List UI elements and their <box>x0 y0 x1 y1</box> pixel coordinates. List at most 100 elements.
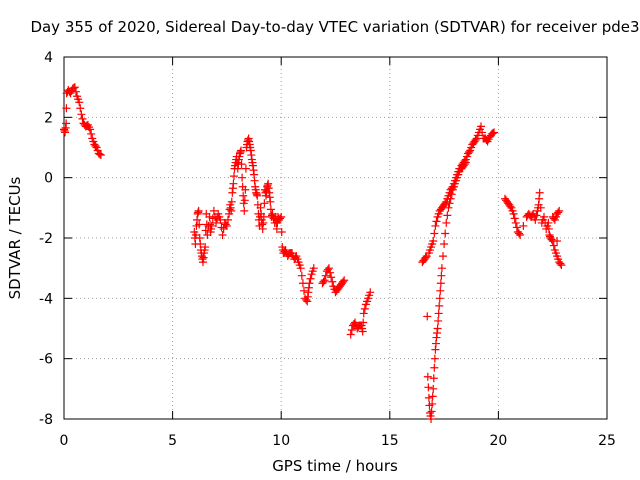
data-point <box>259 212 268 221</box>
data-point <box>229 179 238 188</box>
data-point <box>62 119 71 128</box>
data-point <box>511 218 520 227</box>
data-point <box>75 98 84 107</box>
x-tick-label: 15 <box>381 433 399 449</box>
x-tick-label: 10 <box>272 433 290 449</box>
data-point <box>241 164 250 173</box>
data-point <box>554 208 563 217</box>
data-point <box>432 217 441 226</box>
data-point <box>229 172 238 181</box>
data-point <box>241 185 250 194</box>
x-tick-label: 0 <box>60 433 69 449</box>
data-point <box>430 229 439 238</box>
data-point <box>429 384 438 393</box>
data-point <box>324 264 333 273</box>
data-point <box>441 199 450 208</box>
data-point <box>218 230 227 239</box>
data-point <box>442 218 451 227</box>
data-point <box>553 237 562 246</box>
data-point <box>71 87 80 96</box>
x-tick-labels: 0 5 10 15 20 25 <box>60 433 616 449</box>
chart-title: Day 355 of 2020, Sidereal Day-to-day VTE… <box>30 18 639 36</box>
data-point <box>435 301 444 310</box>
data-point <box>435 294 444 303</box>
data-point <box>277 212 286 221</box>
data-point <box>424 393 433 402</box>
data-point <box>471 135 480 144</box>
data-point <box>277 227 286 236</box>
data-point <box>433 324 442 333</box>
grid-lines <box>64 57 607 419</box>
data-point <box>95 150 104 159</box>
y-tick-label: -2 <box>39 231 53 247</box>
data-point <box>227 206 236 215</box>
data-point <box>207 221 216 230</box>
data-point <box>556 259 565 268</box>
x-axis-label: GPS time / hours <box>272 457 398 475</box>
data-point <box>201 243 210 252</box>
y-tick-label: 0 <box>44 171 53 187</box>
data-point <box>439 252 448 261</box>
y-tick-label: -4 <box>39 291 53 307</box>
data-point <box>78 114 87 123</box>
data-point <box>478 128 487 137</box>
data-point <box>490 128 499 137</box>
data-point <box>266 197 275 206</box>
data-point <box>429 237 438 246</box>
data-point <box>441 229 450 238</box>
data-point <box>423 372 432 381</box>
x-tick-label: 5 <box>168 433 177 449</box>
y-tick-label: 4 <box>44 50 53 66</box>
data-point <box>201 226 210 235</box>
tick-marks <box>63 56 608 420</box>
data-point <box>76 104 85 113</box>
data-point <box>461 158 470 167</box>
data-point <box>212 218 221 227</box>
data-point <box>339 277 348 286</box>
data-point <box>555 206 564 215</box>
data-point <box>488 129 497 138</box>
data-point <box>319 277 328 286</box>
y-tick-label: -8 <box>39 412 53 428</box>
data-point <box>328 277 337 286</box>
data-point <box>266 205 275 214</box>
data-point <box>532 211 541 220</box>
data-point <box>347 326 356 335</box>
data-point <box>506 202 515 211</box>
data-point <box>253 191 262 200</box>
data-point <box>300 286 309 295</box>
data-point <box>510 214 519 223</box>
data-point <box>87 129 96 138</box>
data-point <box>340 276 349 285</box>
data-point <box>519 221 528 230</box>
data-point <box>327 273 336 282</box>
data-point <box>297 271 306 280</box>
data-point <box>512 223 521 232</box>
data-point <box>346 330 355 339</box>
data-point <box>359 318 368 327</box>
data-point <box>237 160 246 169</box>
data-point <box>436 286 445 295</box>
data-point <box>437 271 446 280</box>
data-point <box>70 83 79 92</box>
data-point <box>421 253 430 262</box>
data-point <box>209 206 218 215</box>
data-point <box>296 264 305 273</box>
data-point <box>358 327 367 336</box>
data-point <box>428 399 437 408</box>
data-point <box>77 110 86 119</box>
data-point <box>239 191 248 200</box>
data-point <box>430 363 439 372</box>
data-point <box>540 212 549 221</box>
x-tick-label: 25 <box>598 433 616 449</box>
data-point <box>443 211 452 220</box>
data-point <box>359 309 368 318</box>
data-point <box>91 141 100 150</box>
data-point <box>360 304 369 313</box>
data-point <box>306 274 315 283</box>
data-point <box>238 173 247 182</box>
data-point <box>430 354 439 363</box>
data-point <box>547 235 556 244</box>
data-point <box>86 125 95 134</box>
data-point <box>276 214 285 223</box>
